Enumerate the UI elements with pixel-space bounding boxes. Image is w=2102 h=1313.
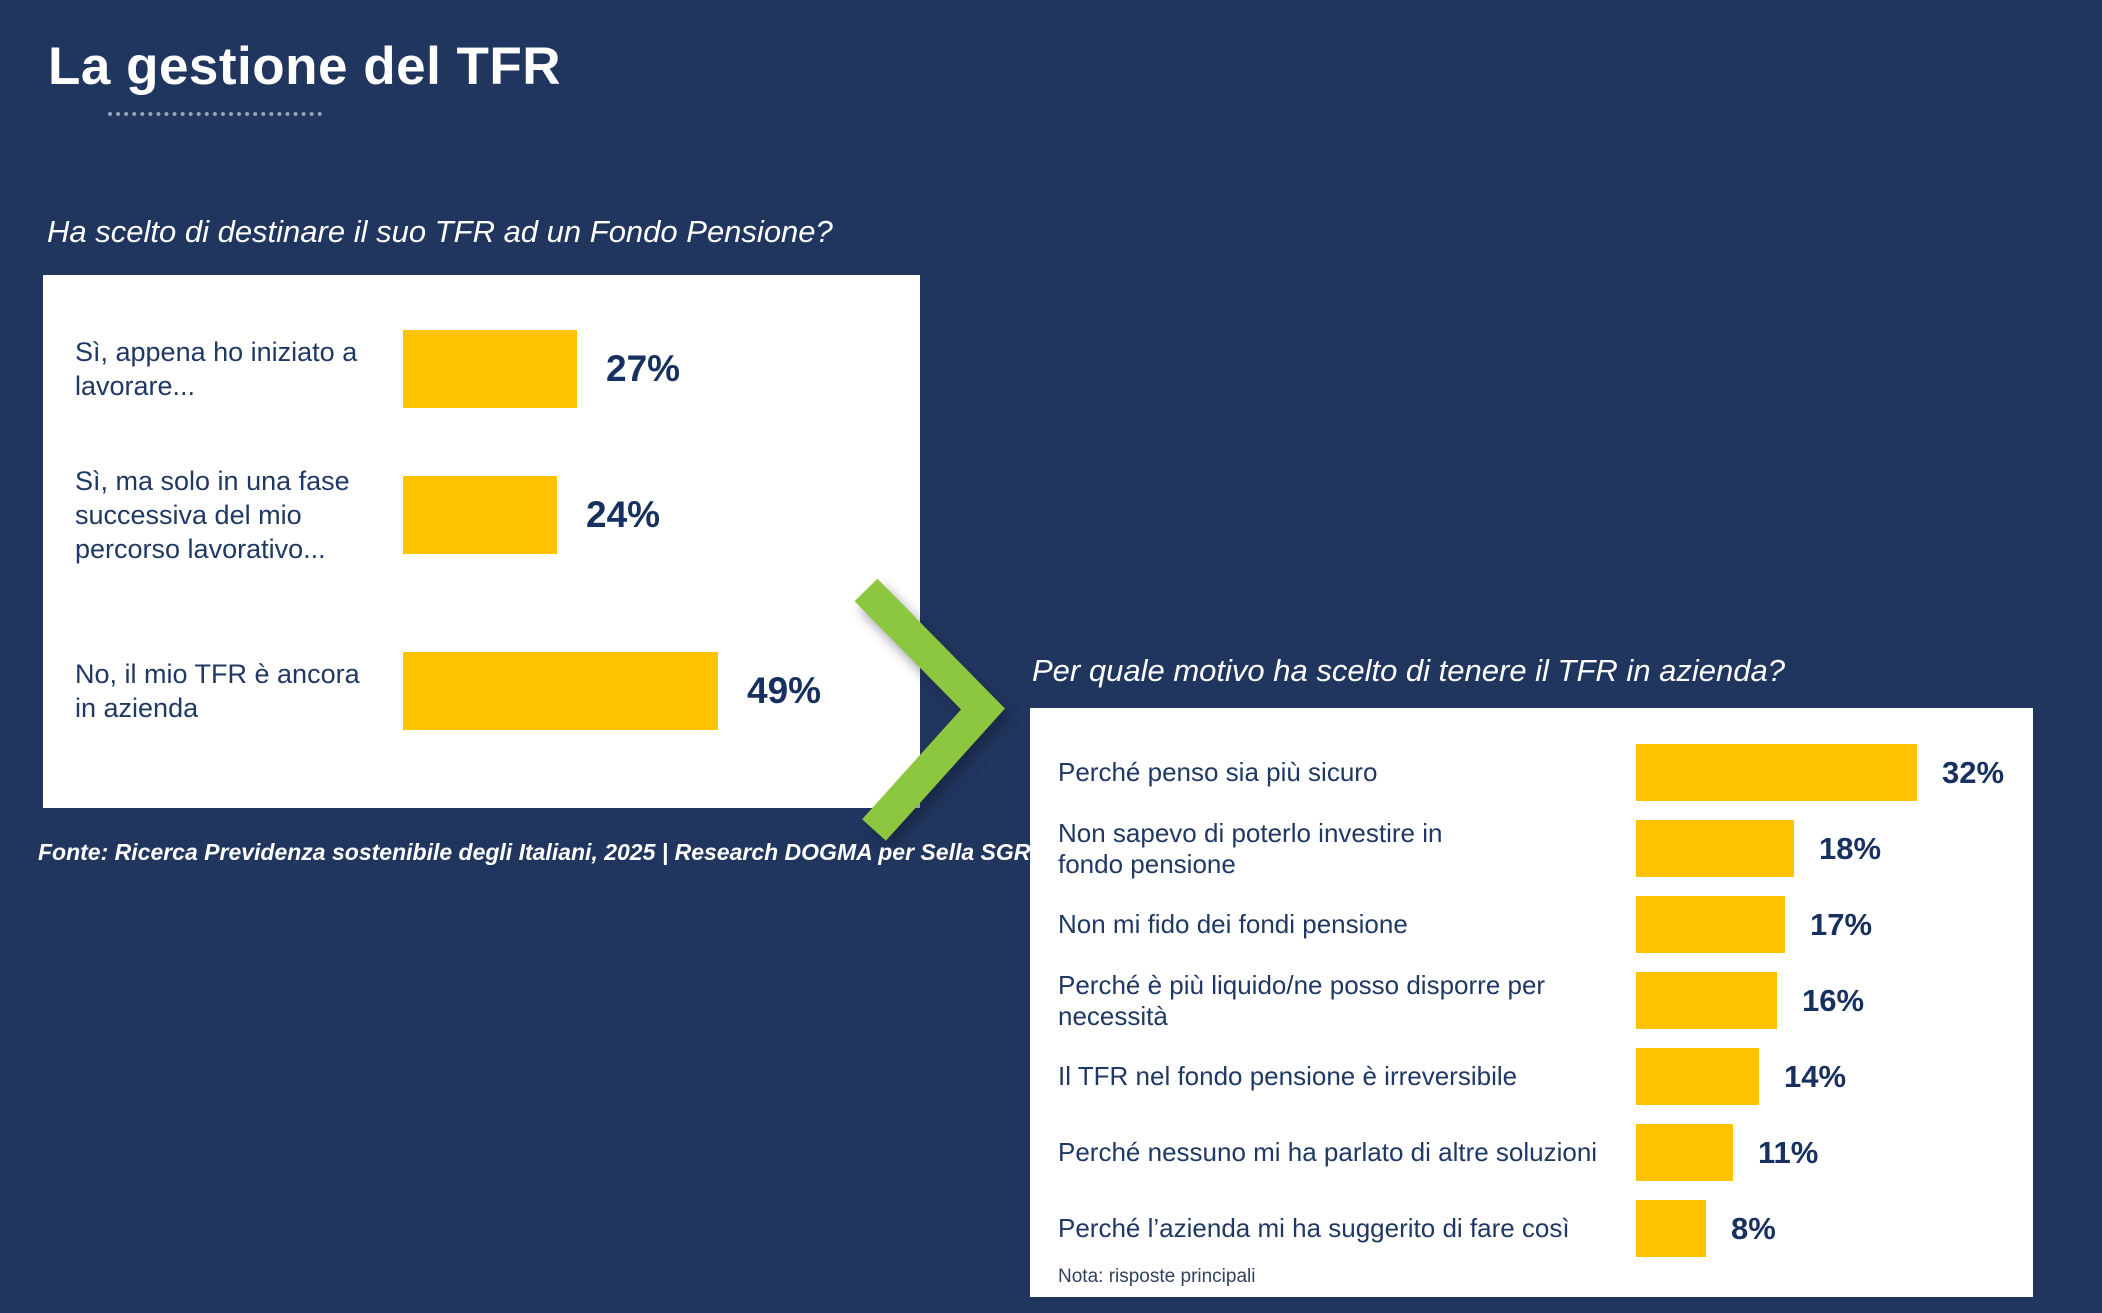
bar-category-label: Non mi fido dei fondi pensione xyxy=(1058,909,1408,939)
chart2-question: Per quale motivo ha scelto di tenere il … xyxy=(1032,653,1786,688)
bar-area: 18% xyxy=(1636,820,2033,877)
bar-value-label: 18% xyxy=(1819,830,1882,866)
bar-value-label: 17% xyxy=(1810,906,1873,942)
chart2-note: Nota: risposte principali xyxy=(1058,1266,1256,1287)
bar-category-label: Perché nessuno mi ha parlato di altre so… xyxy=(1058,1137,1598,1167)
bar-value-label: 16% xyxy=(1802,982,1865,1018)
bar xyxy=(1636,744,1917,801)
bar-value-label: 11% xyxy=(1758,1134,1819,1170)
bar xyxy=(403,330,577,408)
bar xyxy=(1636,1048,1759,1105)
bar-value-label: 49% xyxy=(747,670,822,711)
bar-row: Sì, ma solo in una fase successiva del m… xyxy=(75,466,920,564)
bar-value-label: 14% xyxy=(1784,1058,1847,1094)
bar-area: 8% xyxy=(1636,1200,2033,1257)
title-dotted-underline xyxy=(108,112,322,116)
bar xyxy=(1636,820,1794,877)
bar-row: No, il mio TFR è ancora in azienda 49% xyxy=(75,652,920,730)
bar-category-label: Non sapevo di poterlo investire in fondo… xyxy=(1058,817,1443,879)
bar-area: 11% xyxy=(1636,1124,2033,1181)
bar-row: Non sapevo di poterlo investire in fondo… xyxy=(1058,817,2033,879)
bar-category-label: Perché l’azienda mi ha suggerito di fare… xyxy=(1058,1213,1570,1243)
bar-row: Perché nessuno mi ha parlato di altre so… xyxy=(1058,1124,2033,1181)
bar-category-label: Perché penso sia più sicuro xyxy=(1058,757,1378,787)
bar-row: Perché penso sia più sicuro 32% xyxy=(1058,744,2033,801)
bar-category-label: Il TFR nel fondo pensione è irreversibil… xyxy=(1058,1061,1518,1091)
chart2-card: Perché penso sia più sicuro 32% Non sape… xyxy=(1030,708,2033,1297)
source-note: Fonte: Ricerca Previdenza sostenibile de… xyxy=(38,839,1031,865)
bar-row: Perché l’azienda mi ha suggerito di fare… xyxy=(1058,1200,2033,1257)
arrow-chevron-icon xyxy=(854,578,1005,841)
bar-row: Il TFR nel fondo pensione è irreversibil… xyxy=(1058,1048,2033,1105)
chart1-card: Sì, appena ho iniziato a lavorare... 27%… xyxy=(43,275,920,808)
bar-category-label: No, il mio TFR è ancora in azienda xyxy=(75,659,360,723)
bar-area: 14% xyxy=(1636,1048,2033,1105)
bar xyxy=(403,652,718,730)
bar-category-label: Sì, appena ho iniziato a lavorare... xyxy=(75,337,358,401)
bar xyxy=(1636,896,1785,953)
bar-area: 24% xyxy=(403,476,920,554)
bar xyxy=(1636,1200,1706,1257)
bar-value-label: 24% xyxy=(586,494,661,535)
bar xyxy=(1636,1124,1733,1181)
bar-category-label: Sì, ma solo in una fase successiva del m… xyxy=(75,466,350,564)
bar-value-label: 8% xyxy=(1731,1210,1776,1246)
bar-value-label: 27% xyxy=(606,348,681,389)
chart2-rows: Perché penso sia più sicuro 32% Non sape… xyxy=(1030,708,2033,1257)
page-title: La gestione del TFR xyxy=(48,37,562,96)
chart1-rows: Sì, appena ho iniziato a lavorare... 27%… xyxy=(43,330,920,730)
bar-area: 16% xyxy=(1636,972,2033,1029)
bar-area: 27% xyxy=(403,330,920,408)
bar-category-label: Perché è più liquido/ne posso disporre p… xyxy=(1058,969,1546,1031)
bar-area: 17% xyxy=(1636,896,2033,953)
bar xyxy=(1636,972,1777,1029)
bar-row: Non mi fido dei fondi pensione 17% xyxy=(1058,896,2033,953)
chart1-question: Ha scelto di destinare il suo TFR ad un … xyxy=(47,214,833,249)
bar-area: 32% xyxy=(1636,744,2033,801)
bar-area: 49% xyxy=(403,652,920,730)
bar-value-label: 32% xyxy=(1942,754,2005,790)
bar-row: Sì, appena ho iniziato a lavorare... 27% xyxy=(75,330,920,408)
bar-row: Perché è più liquido/ne posso disporre p… xyxy=(1058,969,2033,1031)
bar xyxy=(403,476,557,554)
